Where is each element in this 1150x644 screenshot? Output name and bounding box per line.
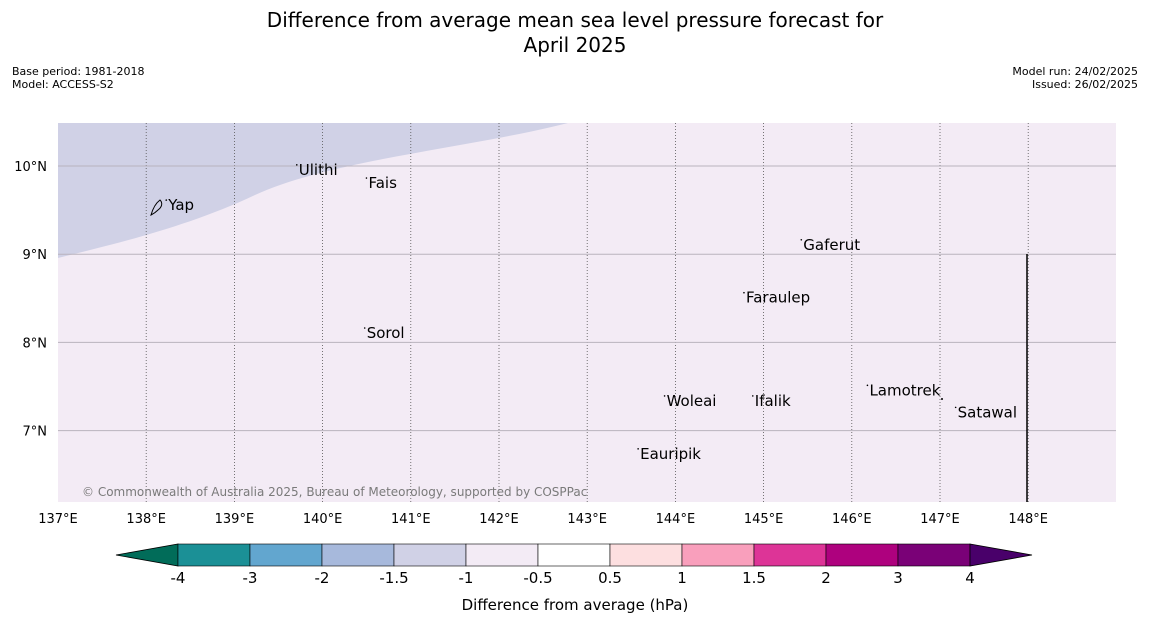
islet-marker — [363, 327, 366, 329]
longitude-tick-label: 148°E — [1008, 512, 1048, 527]
colorbar-segment — [393, 543, 467, 567]
latitude-ticks: 10°N 9°N 8°N 7°N — [14, 160, 47, 440]
colorbar-tick-label: 4 — [965, 569, 975, 587]
place-label: Satawal — [958, 403, 1017, 421]
colorbar-tick-label: -3 — [243, 569, 258, 587]
colorbar-segment — [177, 543, 251, 567]
place-label: Lamotrek — [869, 381, 940, 399]
colorbar-tick-label: -2 — [315, 569, 330, 587]
colorbar-under-arrow — [115, 543, 179, 567]
islet-marker — [751, 395, 754, 397]
colorbar-tick-label: 1 — [677, 569, 687, 587]
place-label: Ifalik — [755, 392, 791, 410]
issued-date: Issued: 26/02/2025 — [1031, 78, 1138, 91]
colorbar-over-arrow — [969, 543, 1033, 567]
model-name: Model: ACCESS-S2 — [12, 78, 114, 91]
colorbar-segment — [609, 543, 683, 567]
longitude-ticks: 137°E 138°E 139°E 140°E 141°E 142°E 143°E 144°E… — [38, 512, 1048, 527]
place-label: Fais — [368, 174, 397, 192]
map-title: Difference from average mean sea level p… — [0, 8, 1150, 58]
longitude-tick-label: 137°E — [38, 512, 78, 527]
colorbar-segment — [465, 543, 539, 567]
colorbar-segment — [681, 543, 755, 567]
colorbar-tick-label: -1 — [459, 569, 474, 587]
base-period: Base period: 1981-2018 — [12, 65, 145, 78]
colorbar: -4 -3 -2 -1.5 -1 -0.5 0.5 1 1.5 2 3 4 — [115, 543, 1033, 587]
longitude-tick-label: 138°E — [126, 512, 166, 527]
longitude-tick-label: 144°E — [656, 512, 696, 527]
place-label: Ulithi — [299, 161, 338, 179]
colorbar-segment — [753, 543, 827, 567]
place-label: Faraulep — [746, 289, 810, 307]
longitude-tick-label: 140°E — [303, 512, 343, 527]
islet-marker — [295, 164, 298, 166]
longitude-tick-label: 142°E — [479, 512, 519, 527]
model-run: Model run: 24/02/2025 — [1012, 65, 1138, 78]
place-labels: Yap Ulithi Fais Gaferut Faraulep Sorol Lamotre… — [150, 161, 1017, 463]
place-label: Gaferut — [803, 236, 860, 254]
yap-island-outline — [150, 199, 163, 216]
place-label: Yap — [167, 196, 194, 214]
colorbar-segment — [537, 543, 611, 567]
colorbar-tick-label: 3 — [893, 569, 903, 587]
islet-marker — [637, 448, 639, 450]
model-info: Base period: 1981-2018 Model: ACCESS-S2 — [12, 65, 144, 91]
latitude-tick-label: 9°N — [23, 248, 48, 263]
longitude-tick-label: 139°E — [215, 512, 255, 527]
islet-marker — [866, 384, 869, 387]
latitude-tick-label: 7°N — [23, 425, 48, 440]
issue-info: Model run: 24/02/2025 Issued: 26/02/2025 — [1012, 65, 1138, 91]
colorbar-segment — [249, 543, 323, 567]
longitude-tick-label: 147°E — [920, 512, 960, 527]
colorbar-segment — [321, 543, 395, 567]
place-label: Woleai — [667, 392, 717, 410]
latitude-tick-label: 8°N — [23, 336, 48, 351]
place-label: Eauripik — [640, 445, 701, 463]
colorbar-tick-label: 1.5 — [742, 569, 766, 587]
latitude-tick-label: 10°N — [14, 160, 47, 175]
islet-marker — [165, 199, 168, 201]
place-label: Sorol — [367, 324, 405, 342]
islet-marker — [663, 395, 666, 397]
colorbar-tick-label: 0.5 — [598, 569, 622, 587]
islet-marker — [941, 398, 943, 400]
islet-marker — [800, 238, 803, 241]
colorbar-label: Difference from average (hPa) — [462, 596, 689, 614]
colorbar-tick-label: -4 — [171, 569, 186, 587]
longitude-tick-label: 143°E — [567, 512, 607, 527]
colorbar-segment — [825, 543, 899, 567]
colorbar-tick-label: -1.5 — [379, 569, 408, 587]
pressure-region-minus15-to-minus1 — [58, 123, 568, 258]
longitude-tick-label: 145°E — [744, 512, 784, 527]
islet-marker — [954, 406, 957, 409]
longitude-tick-label: 146°E — [832, 512, 872, 527]
islet-marker — [365, 177, 368, 179]
copyright-notice: © Commonwealth of Australia 2025, Bureau… — [82, 485, 587, 499]
colorbar-tick-label: 2 — [821, 569, 831, 587]
longitude-tick-label: 141°E — [391, 512, 431, 527]
colorbar-segment — [897, 543, 971, 567]
colorbar-tick-label: -0.5 — [523, 569, 552, 587]
title-line-1: Difference from average mean sea level p… — [266, 8, 884, 32]
graticule — [58, 123, 1116, 502]
title-line-2: April 2025 — [523, 33, 627, 57]
islet-marker — [743, 291, 745, 294]
